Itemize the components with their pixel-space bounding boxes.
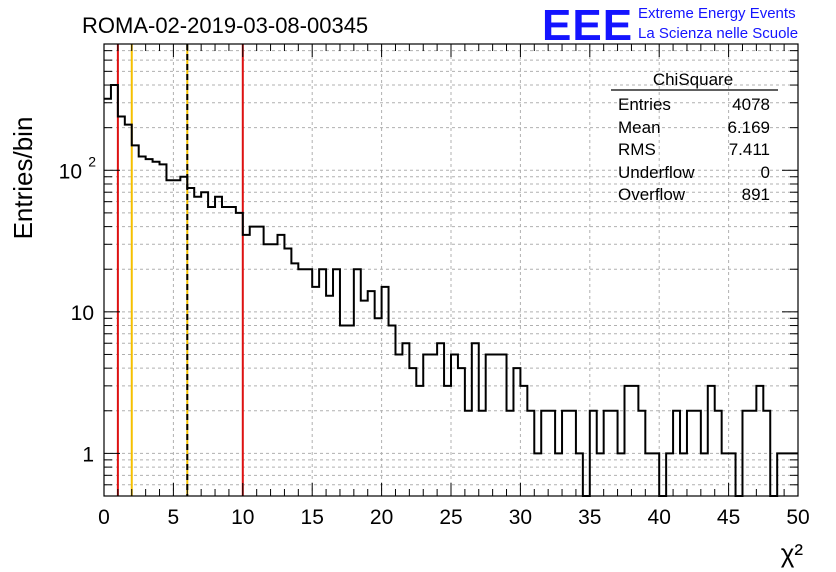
- x-axis-label: χ²: [781, 538, 804, 568]
- stats-mean-label: Mean: [618, 118, 661, 137]
- stats-title: ChiSquare: [653, 70, 733, 89]
- x-tick-label: 45: [717, 506, 740, 529]
- stats-entries-value: 4078: [732, 95, 770, 114]
- x-tick-label: 5: [168, 506, 180, 529]
- x-tick-label: 25: [439, 506, 462, 529]
- x-tick-label: 10: [231, 506, 254, 529]
- stats-rms-label: RMS: [618, 140, 656, 159]
- y-tick-label: 10: [59, 160, 82, 183]
- y-tick-exponent: 2: [88, 153, 96, 169]
- eee-logo: EEE: [542, 1, 633, 50]
- stats-mean-value: 6.169: [727, 118, 770, 137]
- y-axis-label: Entries/bin: [8, 117, 38, 240]
- x-tick-label: 30: [509, 506, 532, 529]
- tick-labels: 0 5 10 15 20 25 30 35 40 45 50 1 10 10 2: [59, 153, 810, 529]
- x-tick-label: 50: [786, 506, 809, 529]
- stats-underflow-value: 0: [761, 163, 770, 182]
- y-tick-label: 1: [82, 443, 94, 466]
- threshold-lines: [116, 44, 244, 496]
- axis-ticks: [103, 44, 799, 497]
- x-tick-label: 40: [648, 506, 671, 529]
- x-tick-label: 15: [301, 506, 324, 529]
- stats-entries-label: Entries: [618, 95, 671, 114]
- histogram-outline: [104, 84, 798, 497]
- x-tick-label: 0: [98, 506, 110, 529]
- x-tick-label: 20: [370, 506, 393, 529]
- grid-lines: [104, 44, 798, 497]
- x-tick-label: 35: [578, 506, 601, 529]
- stats-overflow-value: 891: [742, 185, 770, 204]
- histogram-series: [104, 84, 798, 497]
- run-title: ROMA-02-2019-03-08-00345: [82, 13, 368, 38]
- logo-line-2: La Scienza nelle Scuole: [638, 25, 798, 42]
- stats-box: ChiSquare Entries 4078 Mean 6.169 RMS 7.…: [611, 70, 778, 204]
- stats-rms-value: 7.411: [729, 140, 770, 159]
- logo-line-1: Extreme Energy Events: [638, 5, 796, 22]
- stats-overflow-label: Overflow: [618, 185, 686, 204]
- stats-underflow-label: Underflow: [618, 163, 695, 182]
- y-tick-label: 10: [71, 302, 94, 325]
